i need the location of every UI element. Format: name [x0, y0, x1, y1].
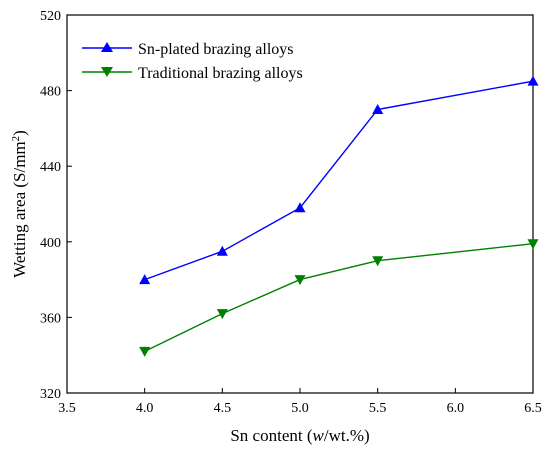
data-point-sn-plated — [294, 202, 306, 213]
data-point-traditional — [372, 256, 384, 267]
legend-marker-traditional — [101, 67, 113, 77]
series-line-traditional — [144, 243, 534, 353]
legend-label-traditional: Traditional brazing alloys — [138, 65, 303, 82]
data-point-traditional — [139, 346, 151, 357]
data-point-sn-plated — [216, 245, 228, 256]
y-axis-label: Wetting area (S/mm2) — [10, 130, 29, 278]
data-point-traditional — [216, 309, 228, 320]
legend: Sn-plated brazing alloys Traditional bra… — [82, 41, 303, 82]
x-tick-label: 5.5 — [369, 401, 387, 416]
y-tick-label: 440 — [40, 160, 61, 175]
y-tick-label: 360 — [40, 311, 61, 326]
x-tick-label: 4.0 — [136, 401, 154, 416]
legend-label-sn-plated: Sn-plated brazing alloys — [138, 41, 294, 58]
x-tick-label: 6.0 — [447, 401, 465, 416]
legend-marker-sn-plated — [101, 42, 113, 52]
y-tick-label: 320 — [40, 387, 61, 402]
x-tick-label: 5.0 — [291, 401, 309, 416]
data-point-sn-plated — [139, 274, 151, 285]
x-tick-label: 6.5 — [524, 401, 542, 416]
data-point-traditional — [294, 275, 306, 286]
data-point-traditional — [527, 239, 539, 250]
data-point-sn-plated — [527, 75, 539, 86]
y-tick-label: 400 — [40, 236, 61, 251]
data-point-sn-plated — [372, 104, 384, 114]
x-tick-label: 4.5 — [214, 401, 232, 416]
y-tick-label: 520 — [40, 9, 61, 24]
x-axis-label: Sn content (w/wt.%) — [230, 426, 369, 445]
y-tick-label: 480 — [40, 85, 61, 100]
x-tick-label: 3.5 — [58, 401, 76, 416]
